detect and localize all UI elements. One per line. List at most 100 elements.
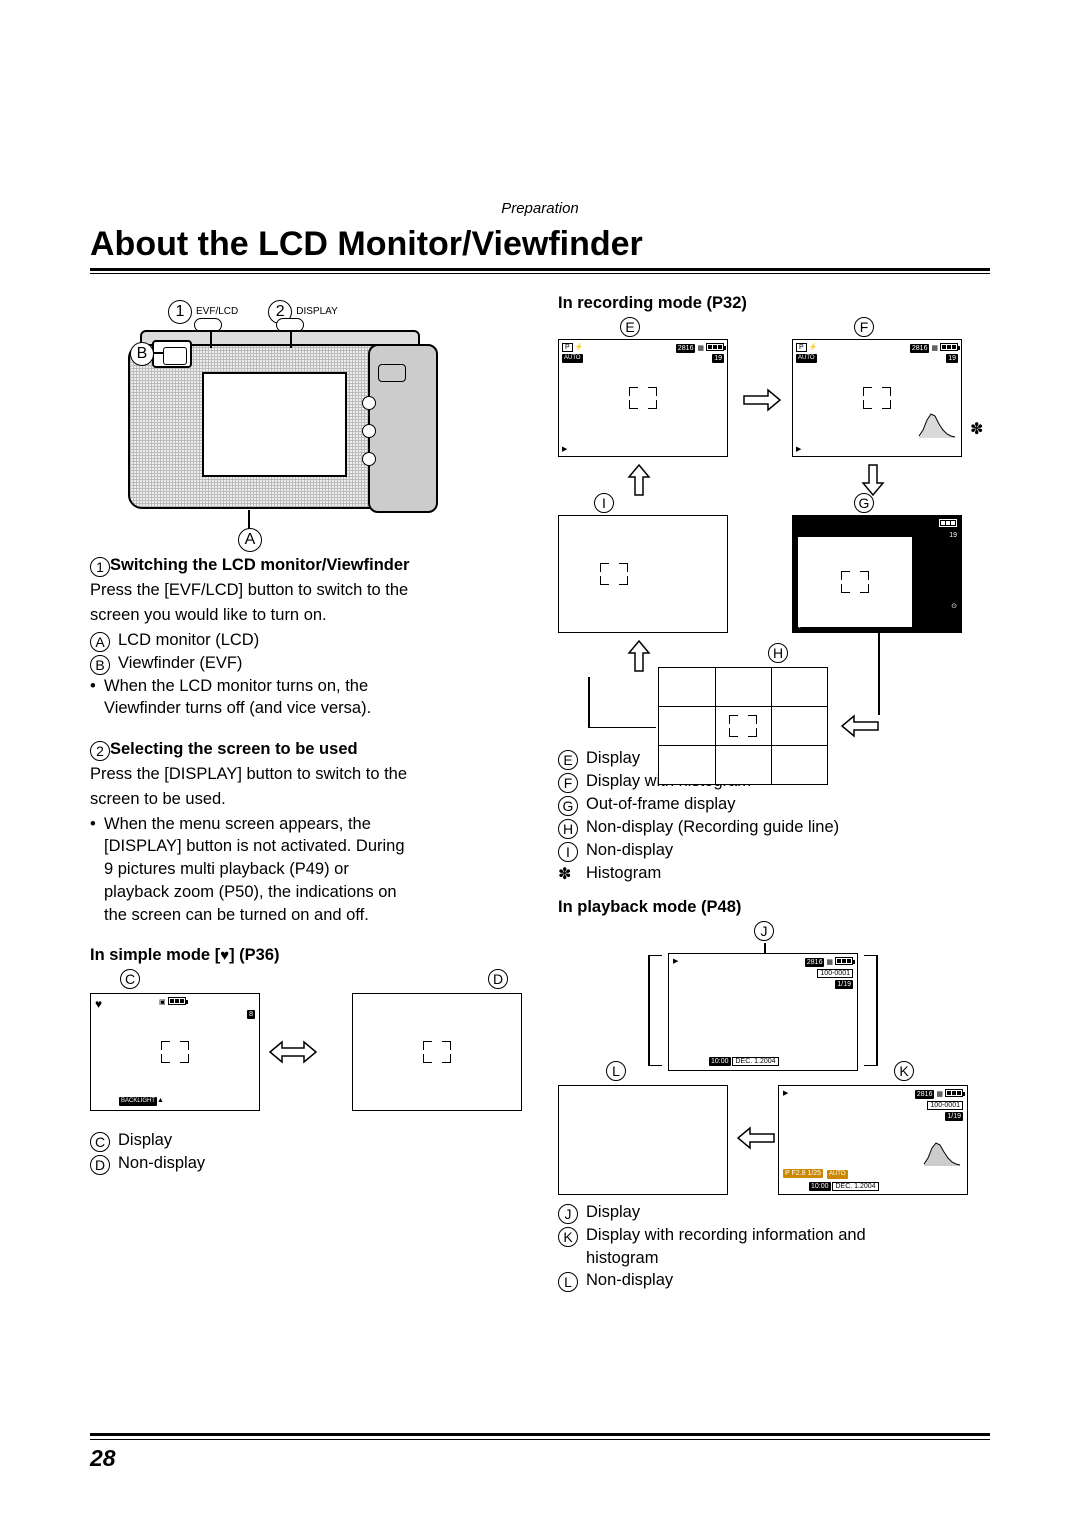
- lcd-play-j: ▶ 2816 ▦ 100-0001 1/19 10:00 DEC. 1.2004: [668, 953, 858, 1071]
- num-2-icon: 2: [90, 741, 110, 761]
- label-h-icon: H: [558, 819, 578, 839]
- text-press-evf-2: screen you would like to turn on.: [90, 604, 522, 627]
- play-icon: ▶: [796, 446, 801, 453]
- callout-a: A: [238, 528, 262, 552]
- flash-icon: ⚡: [809, 344, 818, 351]
- battery-icon: [168, 997, 186, 1005]
- left-column: 1EVF/LCD 2DISPLAY A: [90, 292, 522, 1292]
- lcd-rec-g: 19 ⊙ ▶: [792, 515, 962, 633]
- heading-switching: Switching the LCD monitor/Viewfinder: [110, 556, 409, 574]
- display-label: DISPLAY: [296, 307, 338, 317]
- quality-icon: ▦: [826, 959, 833, 966]
- camera-control: [378, 364, 406, 382]
- connector: [588, 727, 656, 729]
- gridline: [771, 668, 772, 784]
- bracket: [876, 955, 878, 1065]
- label-c-icon: C: [90, 1132, 110, 1152]
- label-b-icon: B: [90, 655, 110, 675]
- text-c-display: Display: [118, 1129, 172, 1152]
- quality-icon: ▦: [697, 345, 704, 352]
- rec-count: 19: [946, 354, 958, 363]
- quality-icon: ▦: [936, 1091, 943, 1098]
- lcd-rec-e: P ⚡ 2816 ▦ AUTO 19 ▶: [558, 339, 728, 457]
- histogram-icon: [922, 1140, 962, 1166]
- lcd-play-k: ▶ 2816 ▦ 100-0001 1/19 P F2.8 1/25 AUTO …: [778, 1085, 968, 1195]
- play-icon: ▶: [673, 958, 678, 965]
- up-arrow-icon: ▲: [157, 1097, 164, 1104]
- rule-thin: [90, 273, 990, 274]
- left-arrow-icon: [840, 713, 880, 739]
- callout-i: I: [594, 493, 614, 513]
- lcd-rec-i: [558, 515, 728, 633]
- play-time-k: 10:00: [809, 1182, 831, 1191]
- camera-illustration: 1EVF/LCD 2DISPLAY A: [90, 300, 522, 540]
- rec-size: 2816: [910, 344, 930, 353]
- down-arrow-icon: [860, 463, 886, 497]
- bullet-vf-2: Viewfinder turns off (and vice versa).: [104, 697, 371, 720]
- callout-d: D: [488, 969, 508, 989]
- flash-icon: ⚡: [575, 344, 584, 351]
- focus-bracket-icon-2: [863, 387, 891, 409]
- camera-button-2: [362, 424, 376, 438]
- play-idx: 1/19: [835, 980, 853, 989]
- text-h: Non-display (Recording guide line): [586, 816, 839, 839]
- bullet-menu-3: 9 pictures multi playback (P49) or: [104, 858, 349, 881]
- heading-simple-mode: In simple mode [♥] (P36): [90, 944, 522, 967]
- lcd-simple-d: [352, 993, 522, 1111]
- play-idx: 1/19: [945, 1112, 963, 1121]
- enlarge-icon: ▣: [159, 999, 166, 1006]
- callout-h: H: [768, 643, 788, 663]
- text-histogram: Histogram: [586, 862, 661, 886]
- bracket: [648, 1065, 662, 1067]
- heading-recording-mode: In recording mode (P32): [558, 292, 990, 315]
- bullet-menu-5: the screen can be turned on and off.: [104, 904, 369, 927]
- bullet-menu-4: playback zoom (P50), the indications on: [104, 881, 397, 904]
- label-d-icon: D: [90, 1155, 110, 1175]
- bullet-menu-2: [DISPLAY] button is not activated. Durin…: [104, 835, 405, 858]
- rec-count: 19: [712, 354, 724, 363]
- backlight-label: BACKLIGHT: [119, 1097, 157, 1106]
- callout-e: E: [620, 317, 640, 337]
- label-g-icon: G: [558, 796, 578, 816]
- connector: [588, 677, 590, 727]
- left-arrow-icon: [736, 1125, 776, 1151]
- star-icon: ✽: [558, 866, 571, 883]
- callout-f: F: [854, 317, 874, 337]
- text-g: Out-of-frame display: [586, 793, 735, 816]
- footer-rule-thick: [90, 1433, 990, 1436]
- gridline: [659, 745, 827, 746]
- recording-mode-diagram: E F P ⚡ 2816 ▦ AUTO 19 ▶ P ⚡ 2816 ▦ AUTO: [558, 317, 990, 737]
- heart-indicator-icon: ♥: [95, 998, 102, 1010]
- page-title: About the LCD Monitor/Viewfinder: [90, 225, 990, 264]
- up-arrow-icon: [626, 639, 652, 673]
- text-press-evf-1: Press the [EVF/LCD] button to switch to …: [90, 579, 522, 602]
- play-icon: ▶: [562, 446, 567, 453]
- text-i: Non-display: [586, 839, 673, 862]
- callout-j: J: [754, 921, 774, 941]
- histogram-icon: [917, 410, 957, 438]
- text-press-display-1: Press the [DISPLAY] button to switch to …: [90, 763, 522, 786]
- play-icon: ▶: [783, 1090, 788, 1097]
- oof-inner: [797, 536, 913, 628]
- up-arrow-icon: [626, 463, 652, 497]
- lead-line-2: [290, 330, 292, 348]
- rec-iso: AUTO: [796, 354, 817, 363]
- camera-button-3: [362, 452, 376, 466]
- camera-body: [128, 344, 438, 509]
- label-k-icon: K: [558, 1227, 578, 1247]
- lcd-rec-h: [658, 667, 828, 785]
- play-time: 10:00: [709, 1057, 731, 1066]
- text-l: Non-display: [586, 1269, 673, 1292]
- playback-mode-diagram: J ▶ 2816 ▦ 100-0001 1/19 10:00 DEC. 1.20…: [558, 921, 990, 1201]
- text-j: Display: [586, 1201, 640, 1224]
- play-date: DEC. 1.2004: [732, 1057, 778, 1066]
- text-lcd-monitor: LCD monitor (LCD): [118, 629, 259, 652]
- connector: [878, 633, 880, 715]
- heart-icon: ♥: [220, 947, 229, 964]
- callout-k: K: [894, 1061, 914, 1081]
- lcd-play-l: [558, 1085, 728, 1195]
- camera-viewfinder: [152, 340, 192, 368]
- right-arrow-icon: [742, 387, 782, 413]
- play-folder: 100-0001: [927, 1101, 963, 1110]
- callout-g: G: [854, 493, 874, 513]
